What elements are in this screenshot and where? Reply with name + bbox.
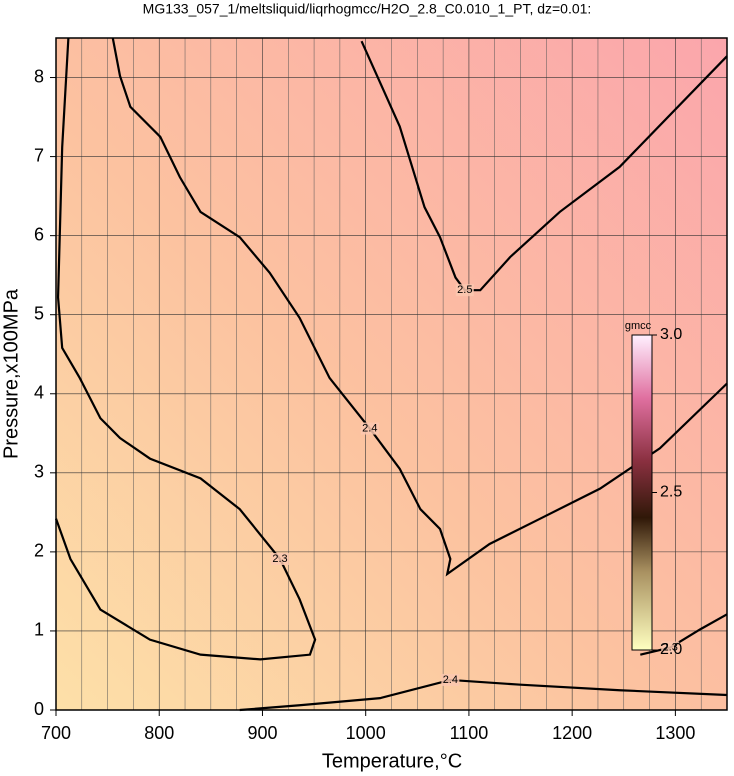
contour-line [54,37,317,661]
x-tick-label: 1300 [655,723,695,743]
y-tick-label: 5 [34,303,44,323]
colorbar-tick-label: 2.5 [660,484,682,501]
contour-label: 2.3 [663,641,678,653]
contour-line [640,613,728,656]
contour-label-bg [271,552,290,565]
x-tick-label: 700 [41,723,71,743]
x-tick-label: 800 [144,723,174,743]
x-tick-label: 1000 [346,723,386,743]
y-tick-label: 1 [34,620,44,640]
plot-frame [55,37,728,711]
contour-label-bg [441,673,460,686]
colorbar-tick-label: 2.0 [660,641,682,658]
x-tick-label: 900 [247,723,277,743]
y-tick-label: 8 [34,66,44,86]
x-tick-label: 1200 [552,723,592,743]
y-tick-label: 7 [34,145,44,165]
chart-title: MG133_057_1/meltsliquid/liqrhogmcc/H2O_2… [143,1,592,17]
contour-label-bg [455,284,474,297]
y-tick-label: 0 [34,699,44,719]
x-tick-label: 1100 [450,723,489,743]
contour-label: 2.4 [443,674,458,686]
y-tick-label: 3 [34,462,44,482]
x-axis-label: Temperature,°C [322,750,462,772]
contour-label: 2.5 [457,284,472,296]
colorbar-label: gmcc [625,320,652,332]
y-tick-label: 6 [34,224,44,244]
contour-label-bg [661,641,680,654]
colorbar-tick-label: 3.0 [660,326,682,343]
colorbar [631,334,653,651]
contour-label-bg [360,422,379,435]
y-tick-label: 4 [34,383,44,403]
contour-label: 2.3 [272,553,287,565]
y-tick-label: 2 [34,541,44,561]
contour-label: 2.4 [362,422,377,434]
y-axis-label: Pressure,x100MPa [0,288,22,459]
